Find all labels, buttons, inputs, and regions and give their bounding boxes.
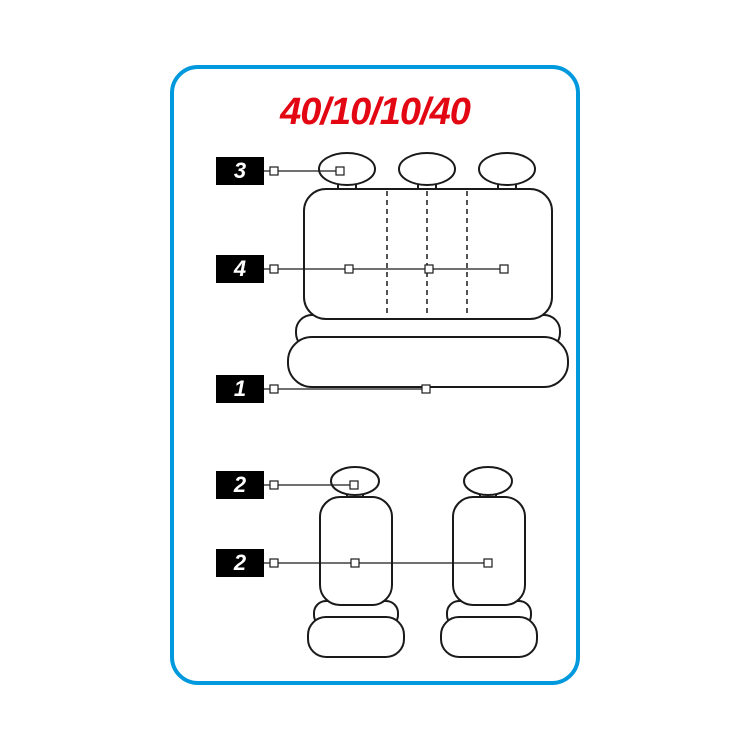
count-badge: 1 <box>216 375 264 403</box>
count-badge: 2 <box>216 471 264 499</box>
count-badge: 3 <box>216 157 264 185</box>
count-badge: 2 <box>216 549 264 577</box>
diagram-frame: 40/10/10/40 34122 <box>170 65 580 685</box>
count-badge: 4 <box>216 255 264 283</box>
